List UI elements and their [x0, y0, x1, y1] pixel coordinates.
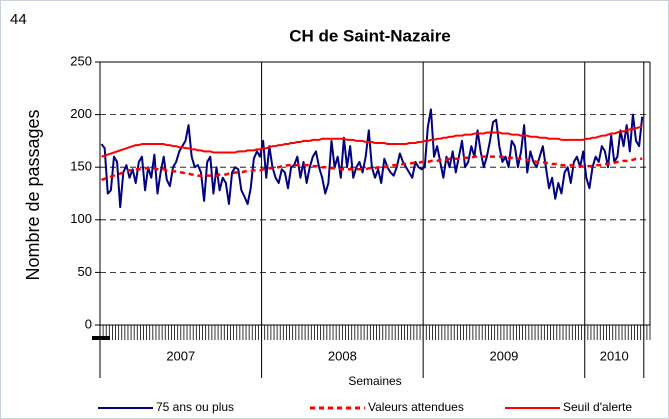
page-number: 44 — [10, 11, 27, 28]
legend-label: Seuil d'alerte — [563, 400, 632, 414]
series-line — [100, 108, 644, 209]
year-label: 2010 — [600, 348, 629, 363]
axis-decoration — [92, 336, 110, 340]
legend-label: Valeurs attendues — [368, 400, 464, 414]
x-axis-label: Semaines — [348, 374, 401, 388]
y-tick-label: 0 — [85, 316, 92, 331]
y-tick-label: 250 — [70, 53, 92, 68]
series-line — [101, 155, 643, 182]
year-label: 2007 — [166, 348, 195, 363]
y-tick-label: 150 — [70, 159, 92, 174]
year-label: 2009 — [489, 348, 518, 363]
y-axis-label: Nombre de passages — [23, 109, 43, 280]
series-line — [101, 126, 643, 158]
chart-title: CH de Saint-Nazaire — [289, 26, 451, 45]
legend-label: 75 ans ou plus — [156, 400, 234, 414]
y-tick-label: 100 — [70, 211, 92, 226]
year-label: 2008 — [328, 348, 357, 363]
y-tick-label: 50 — [78, 264, 92, 279]
y-tick-label: 200 — [70, 106, 92, 121]
